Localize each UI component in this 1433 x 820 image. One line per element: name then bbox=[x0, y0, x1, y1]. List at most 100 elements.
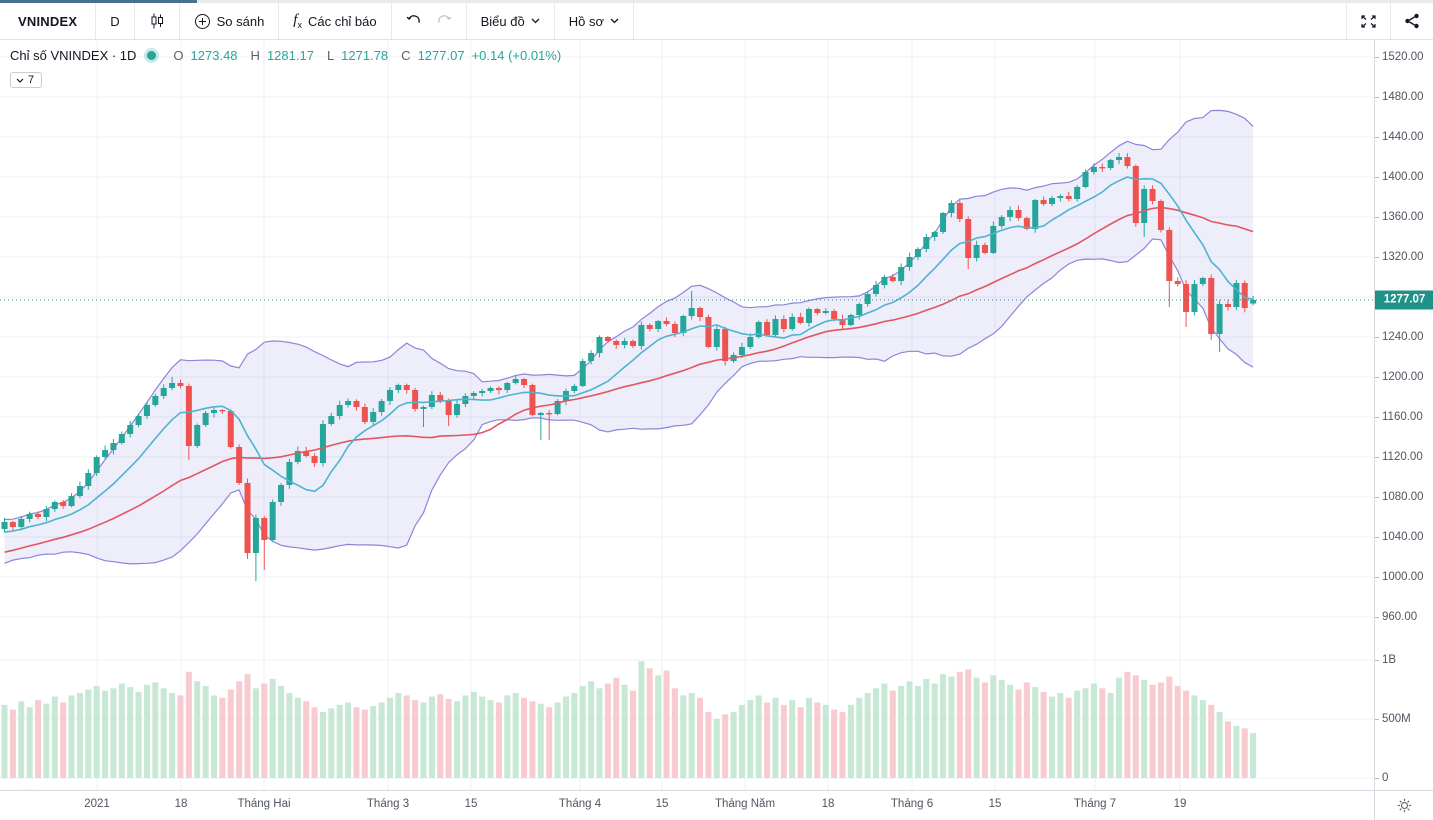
volume-bar bbox=[688, 693, 695, 778]
chart-menu-label: Biểu đồ bbox=[480, 13, 525, 29]
volume-bar bbox=[135, 691, 142, 778]
volume-bar bbox=[102, 690, 109, 778]
price-tick-label: 1040.00 bbox=[1375, 531, 1424, 543]
volume-bar bbox=[1057, 693, 1064, 778]
volume-bar bbox=[973, 677, 980, 778]
price-tick-label: 1520.00 bbox=[1375, 51, 1424, 63]
volume-bar bbox=[9, 709, 16, 778]
volume-bar bbox=[1082, 688, 1089, 778]
low-value: 1271.78 bbox=[341, 48, 389, 63]
volume-bar bbox=[294, 697, 301, 778]
volume-bar bbox=[655, 675, 662, 778]
volume-bar bbox=[906, 681, 913, 778]
toolbar-separator bbox=[465, 3, 467, 39]
volume-bar bbox=[1191, 695, 1198, 778]
volume-bar bbox=[1241, 728, 1248, 778]
volume-bar bbox=[1141, 680, 1148, 778]
volume-bar bbox=[1040, 691, 1047, 778]
volume-bar bbox=[1208, 704, 1215, 778]
profile-menu-label: Hồ sơ bbox=[568, 13, 604, 29]
volume-bar bbox=[512, 693, 519, 778]
volume-bar bbox=[236, 681, 243, 778]
price-volume-chart[interactable] bbox=[0, 40, 1374, 790]
legend-marker-dot bbox=[147, 51, 157, 60]
price-tick-label: 1400.00 bbox=[1375, 171, 1424, 183]
top-accent-bar bbox=[0, 0, 1433, 3]
volume-bar bbox=[940, 674, 947, 778]
volume-bar bbox=[1233, 726, 1240, 778]
chart-menu-button[interactable]: Biểu đồ bbox=[467, 3, 554, 39]
toolbar-separator bbox=[1346, 3, 1347, 39]
volume-bar bbox=[831, 709, 838, 778]
volume-bar bbox=[856, 697, 863, 778]
volume-bar bbox=[345, 702, 352, 778]
volume-bar bbox=[1099, 688, 1106, 778]
interval-button[interactable]: D bbox=[110, 13, 120, 29]
time-tick-label: Tháng Năm bbox=[714, 798, 776, 810]
volume-bar bbox=[730, 711, 737, 778]
symbol-button[interactable]: VNINDEX bbox=[18, 13, 78, 29]
time-axis[interactable]: 2021 18 Tháng Hai Tháng 3 15 Tháng 4 15 Tháng N… bbox=[0, 790, 1374, 820]
volume-bar bbox=[319, 711, 326, 778]
time-tick-label: 18 bbox=[821, 798, 835, 810]
volume-bar bbox=[495, 702, 502, 778]
volume-bar bbox=[311, 707, 318, 778]
volume-bar bbox=[562, 696, 569, 778]
volume-bar bbox=[378, 702, 385, 778]
share-button[interactable] bbox=[1391, 3, 1433, 39]
volume-bar bbox=[353, 707, 360, 778]
volume-bar bbox=[1090, 683, 1097, 778]
toolbar-separator bbox=[390, 3, 392, 39]
redo-button[interactable] bbox=[429, 3, 466, 39]
volume-bar bbox=[169, 693, 176, 778]
indicators-button[interactable]: fx Các chỉ báo bbox=[279, 3, 390, 39]
volume-bar bbox=[487, 700, 494, 778]
chart-style-button[interactable] bbox=[135, 3, 179, 39]
collapsed-indicator-count: 7 bbox=[28, 74, 35, 86]
volume-bar bbox=[1250, 733, 1257, 778]
volume-bar bbox=[43, 703, 50, 778]
current-price-label: 1277.07 bbox=[1375, 290, 1433, 310]
time-tick-label: Tháng Hai bbox=[237, 798, 291, 810]
profile-menu-button[interactable]: Hồ sơ bbox=[555, 3, 633, 39]
time-tick-label: 15 bbox=[655, 798, 669, 810]
compare-button[interactable]: So sánh bbox=[180, 3, 279, 39]
volume-bar bbox=[705, 711, 712, 778]
undo-button[interactable] bbox=[392, 3, 429, 39]
volume-bar bbox=[1124, 671, 1131, 778]
volume-bar bbox=[1107, 693, 1114, 778]
toolbar-separator bbox=[632, 3, 634, 39]
high-value: 1281.17 bbox=[266, 48, 314, 63]
volume-bar bbox=[1007, 684, 1014, 778]
volume-bar bbox=[571, 693, 578, 778]
volume-bar bbox=[789, 700, 796, 778]
volume-bar bbox=[621, 684, 628, 778]
volume-bar bbox=[403, 695, 410, 778]
volume-bar bbox=[93, 685, 100, 778]
volume-bar bbox=[202, 685, 209, 778]
price-tick-label: 1320.00 bbox=[1375, 251, 1424, 263]
toolbar-separator bbox=[1390, 3, 1391, 39]
volume-bar bbox=[630, 690, 636, 778]
bollinger-lower-line bbox=[4, 238, 1254, 565]
axis-settings-button[interactable] bbox=[1374, 790, 1433, 820]
volume-bar bbox=[85, 689, 92, 778]
volume-bar bbox=[278, 685, 285, 778]
volume-bar bbox=[579, 685, 586, 778]
volume-bar bbox=[51, 696, 58, 778]
toolbar-separator bbox=[95, 3, 97, 39]
volume-bar bbox=[747, 700, 754, 778]
share-icon bbox=[1405, 13, 1419, 29]
volume-bar bbox=[764, 702, 771, 778]
time-tick-label: Tháng 4 bbox=[558, 798, 602, 810]
volume-bar bbox=[797, 707, 804, 778]
indicators-collapse-chip[interactable]: 7 bbox=[10, 72, 43, 88]
slow-ma-line bbox=[4, 206, 1254, 553]
plus-circle-icon bbox=[194, 13, 210, 29]
price-axis[interactable]: 1277.07 1520.00 1480.00 1440.00 1400.00 1360… bbox=[1374, 40, 1433, 790]
fullscreen-button[interactable] bbox=[1347, 3, 1390, 39]
chevron-down-icon bbox=[610, 18, 619, 24]
